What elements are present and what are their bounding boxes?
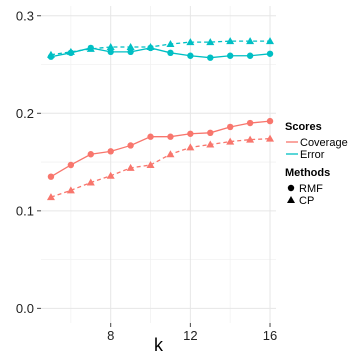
data-point-coverage-cp bbox=[246, 135, 255, 143]
x-axis: 8 12 16 bbox=[107, 323, 277, 343]
y-tick-label: 0.3 bbox=[16, 8, 34, 23]
major-gridlines bbox=[41, 6, 276, 323]
data-point-error-cp bbox=[166, 40, 175, 48]
x-tick-label: 16 bbox=[263, 328, 277, 343]
data-point-error-cp bbox=[206, 38, 215, 46]
data-point-error-rmf bbox=[187, 52, 194, 59]
data-point-error-cp bbox=[86, 44, 95, 52]
data-point-coverage-rmf bbox=[246, 119, 254, 127]
data-point-coverage-rmf bbox=[187, 130, 194, 137]
data-point-error-cp bbox=[226, 37, 235, 45]
legend-label-cp: CP bbox=[299, 195, 314, 207]
data-point-coverage-rmf bbox=[47, 173, 55, 180]
data-point-error-rmf bbox=[207, 54, 214, 61]
data-point-coverage-rmf bbox=[87, 151, 94, 158]
x-axis-title: k bbox=[154, 335, 164, 354]
data-point-error-cp bbox=[46, 50, 55, 58]
legend-label-coverage: Coverage bbox=[300, 137, 348, 149]
data-point-error-cp bbox=[266, 37, 275, 45]
data-point-coverage-cp bbox=[146, 160, 155, 168]
y-tick-label: 0.1 bbox=[16, 203, 34, 218]
data-point-coverage-rmf bbox=[67, 161, 75, 169]
series-line-coverage-rmf bbox=[50, 120, 271, 178]
data-point-coverage-cp bbox=[46, 193, 55, 201]
plot-background bbox=[41, 6, 276, 323]
legend-key-cp bbox=[287, 196, 295, 203]
data-point-error-rmf bbox=[246, 52, 254, 59]
y-axis: 0.0 0.1 0.2 0.3 bbox=[16, 8, 41, 316]
data-point-coverage-cp bbox=[106, 171, 115, 179]
data-point-error-rmf bbox=[266, 50, 274, 57]
series-line-coverage-cp bbox=[50, 138, 271, 198]
data-point-coverage-rmf bbox=[207, 129, 214, 136]
data-point-coverage-cp bbox=[266, 134, 275, 142]
data-point-coverage-rmf bbox=[147, 133, 154, 140]
data-point-error-rmf bbox=[107, 48, 114, 56]
data-point-error-cp bbox=[66, 47, 75, 55]
x-tick-label: 12 bbox=[183, 328, 197, 343]
data-point-coverage-cp bbox=[206, 140, 215, 148]
data-point-coverage-cp bbox=[226, 137, 235, 145]
legend-key-rmf bbox=[287, 184, 295, 192]
legend-scores-title: Scores bbox=[285, 121, 322, 133]
data-point-error-cp bbox=[126, 42, 135, 50]
data-point-error-rmf bbox=[167, 49, 174, 57]
data-point-coverage-rmf bbox=[266, 117, 274, 125]
data-point-coverage-cp bbox=[186, 143, 195, 151]
data-point-coverage-cp bbox=[126, 163, 135, 171]
x-tick-label: 8 bbox=[107, 328, 114, 343]
legend-label-rmf: RMF bbox=[299, 183, 323, 195]
data-point-error-cp bbox=[146, 42, 155, 50]
marker-layer bbox=[46, 37, 275, 201]
y-tick-label: 0.0 bbox=[16, 301, 34, 316]
data-point-coverage-rmf bbox=[127, 142, 134, 149]
legend-methods-title: Methods bbox=[285, 167, 330, 179]
series-line-error-cp bbox=[50, 40, 271, 56]
series-layer bbox=[50, 40, 271, 198]
data-point-coverage-cp bbox=[166, 150, 175, 158]
data-point-coverage-rmf bbox=[107, 148, 114, 155]
data-point-coverage-rmf bbox=[226, 123, 234, 131]
data-point-error-cp bbox=[246, 37, 255, 45]
data-point-error-rmf bbox=[226, 52, 234, 59]
y-tick-label: 0.2 bbox=[16, 106, 34, 121]
data-point-coverage-cp bbox=[86, 178, 95, 186]
data-point-coverage-cp bbox=[66, 186, 75, 194]
legend-label-error: Error bbox=[300, 149, 325, 161]
data-point-error-cp bbox=[106, 42, 115, 50]
data-point-error-rmf bbox=[127, 48, 134, 56]
data-point-error-cp bbox=[186, 38, 195, 46]
data-point-coverage-rmf bbox=[167, 133, 174, 140]
